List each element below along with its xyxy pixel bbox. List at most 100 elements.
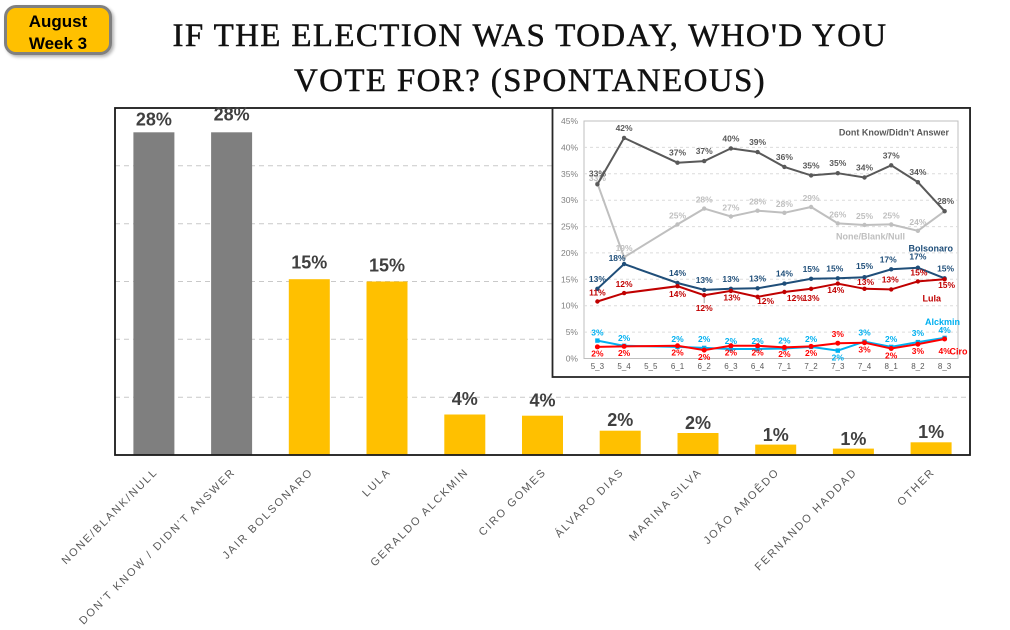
svg-text:28%: 28% [776, 199, 793, 209]
svg-text:15%: 15% [910, 267, 927, 277]
svg-text:40%: 40% [722, 133, 739, 143]
svg-text:28%: 28% [937, 196, 954, 206]
svg-text:30%: 30% [561, 195, 578, 205]
svg-text:36%: 36% [776, 152, 793, 162]
svg-text:2%: 2% [832, 353, 845, 363]
svg-text:Alckmin: Alckmin [925, 317, 960, 327]
svg-text:2%: 2% [805, 348, 818, 358]
svg-text:33%: 33% [589, 173, 606, 183]
svg-text:15%: 15% [803, 264, 820, 274]
svg-text:Bolsonaro: Bolsonaro [908, 244, 953, 254]
svg-text:29%: 29% [803, 193, 820, 203]
svg-text:8_3: 8_3 [938, 362, 952, 371]
svg-text:2%: 2% [618, 333, 631, 343]
svg-text:2%: 2% [751, 347, 764, 357]
svg-text:LULA: LULA [360, 466, 393, 499]
svg-text:13%: 13% [803, 293, 820, 303]
svg-text:37%: 37% [696, 146, 713, 156]
svg-text:12%: 12% [757, 296, 774, 306]
svg-text:25%: 25% [561, 222, 578, 232]
svg-text:13%: 13% [749, 273, 766, 283]
svg-text:5_4: 5_4 [617, 362, 631, 371]
svg-text:8_1: 8_1 [885, 362, 899, 371]
svg-text:28%: 28% [136, 110, 172, 130]
svg-text:7_4: 7_4 [858, 362, 872, 371]
svg-text:15%: 15% [826, 263, 843, 273]
svg-text:14%: 14% [669, 268, 686, 278]
svg-text:1%: 1% [840, 429, 866, 449]
svg-text:34%: 34% [856, 163, 873, 173]
svg-text:2%: 2% [671, 334, 684, 344]
svg-text:11%: 11% [589, 288, 606, 298]
svg-text:4%: 4% [529, 391, 555, 411]
svg-text:15%: 15% [561, 274, 578, 284]
svg-text:3%: 3% [858, 328, 871, 338]
svg-text:33%: 33% [589, 168, 606, 178]
svg-text:5_3: 5_3 [591, 362, 605, 371]
svg-text:13%: 13% [696, 275, 713, 285]
svg-text:ÁLVARO DIAS: ÁLVARO DIAS [552, 465, 627, 540]
svg-text:17%: 17% [880, 254, 897, 264]
svg-text:37%: 37% [669, 148, 686, 158]
svg-text:JAIR BOLSONARO: JAIR BOLSONARO [220, 466, 316, 562]
svg-text:12%: 12% [787, 293, 804, 303]
svg-text:15%: 15% [369, 256, 405, 276]
svg-text:12%: 12% [696, 303, 713, 313]
svg-text:2%: 2% [725, 336, 738, 346]
svg-text:28%: 28% [696, 195, 713, 205]
svg-text:DON’T KNOW / DIDN’T ANSWER: DON’T KNOW / DIDN’T ANSWER [77, 466, 238, 627]
svg-text:17%: 17% [909, 252, 926, 262]
svg-text:2%: 2% [607, 410, 633, 430]
svg-text:45%: 45% [561, 116, 578, 126]
svg-text:10%: 10% [561, 301, 578, 311]
svg-text:40%: 40% [561, 142, 578, 152]
svg-text:13%: 13% [857, 277, 874, 287]
svg-text:None/Blank/Null: None/Blank/Null [836, 232, 905, 242]
svg-text:14%: 14% [827, 285, 844, 295]
svg-text:15%: 15% [937, 263, 954, 273]
svg-text:19%: 19% [616, 243, 633, 253]
svg-text:2%: 2% [751, 336, 764, 346]
svg-text:JOÃO AMOÊDO: JOÃO AMOÊDO [701, 465, 782, 546]
svg-text:8_2: 8_2 [911, 362, 925, 371]
svg-text:0%: 0% [566, 354, 579, 364]
svg-text:OTHER: OTHER [895, 466, 937, 508]
svg-text:26%: 26% [829, 209, 846, 219]
svg-text:15%: 15% [856, 261, 873, 271]
svg-text:25%: 25% [883, 210, 900, 220]
svg-text:2%: 2% [805, 334, 818, 344]
svg-text:14%: 14% [776, 269, 793, 279]
svg-text:34%: 34% [909, 167, 926, 177]
svg-text:2%: 2% [778, 336, 791, 346]
svg-text:39%: 39% [749, 137, 766, 147]
svg-text:13%: 13% [723, 292, 740, 302]
svg-text:4%: 4% [452, 389, 478, 409]
svg-text:24%: 24% [909, 217, 926, 227]
svg-text:2%: 2% [591, 348, 604, 358]
svg-text:12%: 12% [616, 279, 633, 289]
svg-text:2%: 2% [778, 349, 791, 359]
svg-text:1%: 1% [918, 422, 944, 442]
svg-text:3%: 3% [912, 346, 925, 356]
svg-text:6_1: 6_1 [671, 362, 685, 371]
svg-text:14%: 14% [669, 289, 686, 299]
svg-text:3%: 3% [832, 329, 845, 339]
svg-text:7_3: 7_3 [831, 362, 845, 371]
svg-text:13%: 13% [589, 274, 606, 284]
svg-text:42%: 42% [616, 123, 633, 133]
svg-text:25%: 25% [669, 210, 686, 220]
svg-text:28%: 28% [214, 105, 250, 125]
svg-text:13%: 13% [882, 274, 899, 284]
svg-text:6_3: 6_3 [724, 362, 738, 371]
svg-text:2%: 2% [671, 347, 684, 357]
svg-text:2%: 2% [725, 347, 738, 357]
svg-text:1%: 1% [763, 425, 789, 445]
svg-text:28%: 28% [749, 197, 766, 207]
svg-text:5_5: 5_5 [644, 362, 658, 371]
svg-text:3%: 3% [912, 328, 925, 338]
svg-text:13%: 13% [722, 274, 739, 284]
svg-text:Dont Know/Didn’t Answer: Dont Know/Didn’t Answer [839, 128, 950, 138]
svg-text:5%: 5% [566, 327, 579, 337]
svg-text:7_2: 7_2 [804, 362, 818, 371]
svg-text:2%: 2% [885, 351, 898, 361]
